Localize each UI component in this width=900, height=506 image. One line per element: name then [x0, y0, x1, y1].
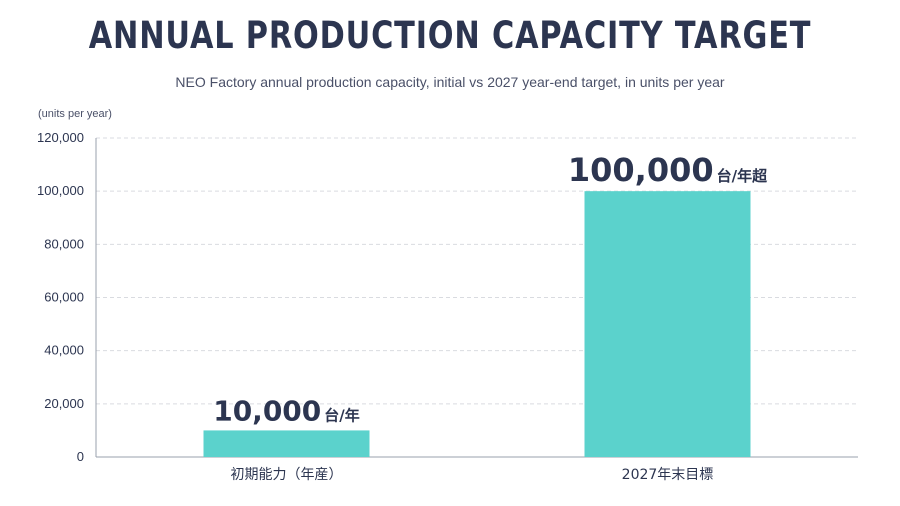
- bar: [584, 191, 751, 457]
- y-tick-label: 40,000: [44, 343, 84, 358]
- x-category-label: 初期能力（年産）: [231, 466, 343, 483]
- data-label: 10,000 台/年: [213, 394, 360, 427]
- data-label-number: 10,000: [213, 394, 321, 427]
- bar: [203, 430, 370, 457]
- data-label: 100,000 台/年超: [568, 151, 768, 189]
- y-tick-label: 60,000: [44, 290, 84, 305]
- y-axis-unit-label: (units per year): [38, 108, 112, 120]
- y-tick-label: 0: [77, 449, 84, 464]
- x-category-label: 2027年末目標: [622, 467, 714, 483]
- data-label-unit: 台/年超: [717, 167, 768, 185]
- y-tick-label: 120,000: [37, 130, 84, 145]
- y-tick-label: 20,000: [44, 396, 84, 411]
- chart-subtitle: NEO Factory annual production capacity, …: [175, 74, 725, 90]
- y-tick-label: 100,000: [37, 183, 84, 198]
- data-label-number: 100,000: [568, 151, 714, 189]
- chart-title: ANNUAL PRODUCTION CAPACITY TARGET: [88, 14, 812, 57]
- y-tick-label: 80,000: [44, 236, 84, 251]
- data-label-unit: 台/年: [324, 406, 359, 424]
